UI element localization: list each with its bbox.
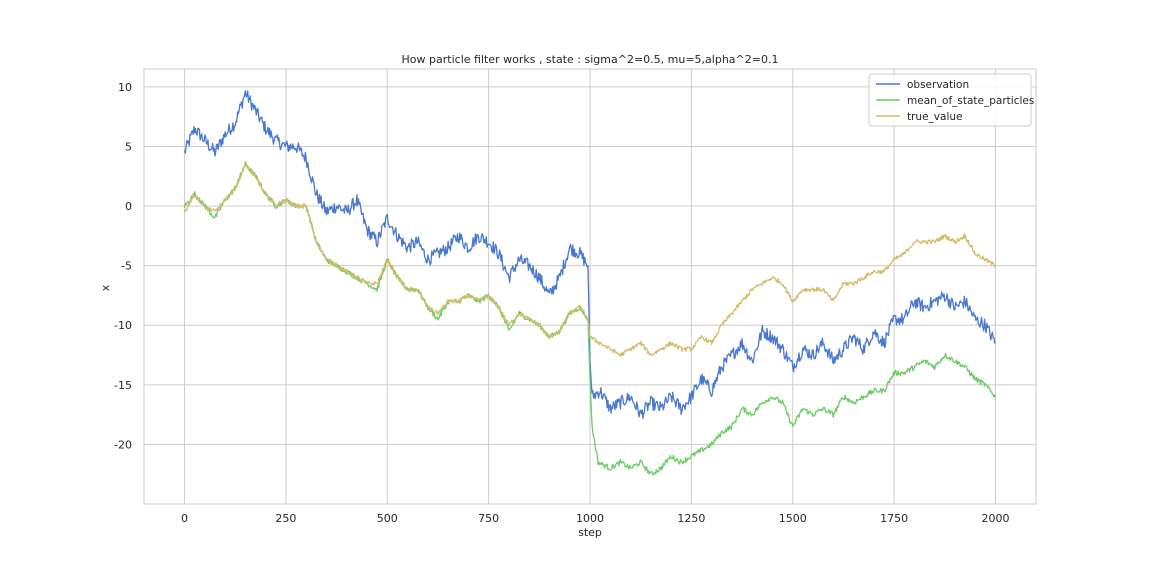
- legend-label-mean-of-state-particles: mean_of_state_particles: [907, 95, 1034, 107]
- y-tick-label: -5: [121, 260, 132, 273]
- legend: observation mean_of_state_particles true_v…: [868, 73, 1034, 127]
- series-layer: [183, 90, 997, 476]
- chart-title: How particle filter works , state : sigm…: [402, 53, 779, 66]
- x-tick-label: 1500: [779, 512, 807, 525]
- x-axis-label: step: [578, 526, 602, 539]
- x-tick-label: 250: [275, 512, 296, 525]
- y-tick-label: -15: [114, 379, 132, 392]
- x-tick-label: 2000: [981, 512, 1009, 525]
- x-tick-label: 1750: [880, 512, 908, 525]
- legend-box: [868, 73, 1032, 127]
- x-tick-label: 500: [377, 512, 398, 525]
- y-tick-label: -20: [114, 438, 132, 451]
- x-tick-labels: 0 250 500 750 1000 1250 1500 1750 2000: [181, 512, 1009, 525]
- y-tick-labels: 10 5 0 -5 -10 -15 -20: [114, 81, 132, 452]
- plot-frame: [143, 68, 1037, 505]
- y-tick-label: -10: [114, 319, 132, 332]
- legend-label-observation: observation: [907, 79, 969, 91]
- legend-label-true-value: true_value: [907, 111, 962, 123]
- y-tick-label: 5: [125, 140, 132, 153]
- x-tick-label: 1000: [576, 512, 604, 525]
- x-tick-label: 750: [478, 512, 499, 525]
- y-tick-label: 0: [125, 200, 132, 213]
- series-line-true-value: [183, 162, 997, 357]
- x-tick-label: 1250: [677, 512, 705, 525]
- y-axis-label: x: [99, 284, 112, 291]
- x-tick-label: 0: [181, 512, 188, 525]
- y-tick-label: 10: [118, 81, 132, 94]
